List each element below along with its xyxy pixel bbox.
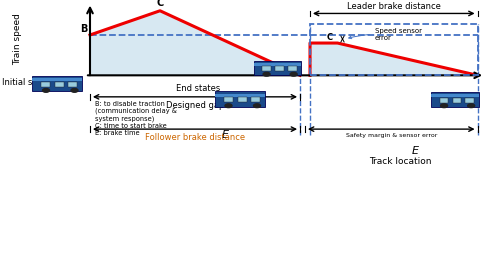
Polygon shape: [90, 11, 300, 75]
Bar: [224, 97, 233, 102]
Bar: [42, 82, 50, 87]
Circle shape: [468, 104, 474, 108]
Text: Train speed: Train speed: [13, 13, 22, 65]
Text: Safety margin & sensor error: Safety margin & sensor error: [346, 133, 437, 138]
Bar: [32, 78, 82, 81]
Text: Track location: Track location: [369, 157, 431, 166]
Circle shape: [254, 104, 260, 108]
Circle shape: [263, 72, 270, 76]
Bar: [440, 98, 448, 103]
Text: Designed gap: Designed gap: [166, 101, 224, 110]
Bar: [32, 76, 82, 91]
Polygon shape: [310, 43, 478, 75]
Text: End states: End states: [176, 84, 220, 93]
Bar: [275, 66, 283, 71]
Bar: [452, 98, 461, 103]
Bar: [288, 66, 296, 71]
Bar: [466, 98, 474, 103]
Bar: [254, 61, 301, 75]
Text: E: E: [222, 129, 228, 140]
Text: B: B: [80, 24, 88, 34]
Bar: [238, 97, 246, 102]
Circle shape: [71, 89, 78, 92]
Bar: [68, 82, 78, 87]
Circle shape: [225, 104, 232, 108]
Bar: [431, 94, 478, 97]
Text: B: to disable traction
(communication delay &
system response)
C: time to start : B: to disable traction (communication de…: [95, 101, 177, 136]
Circle shape: [290, 72, 297, 76]
Text: Follower brake distance: Follower brake distance: [145, 133, 245, 142]
Bar: [310, 24, 478, 75]
Text: Speed sensor
error: Speed sensor error: [348, 29, 422, 41]
Text: C: C: [326, 33, 332, 42]
Bar: [55, 82, 64, 87]
Bar: [431, 92, 478, 107]
Bar: [251, 97, 260, 102]
Bar: [215, 94, 265, 97]
Circle shape: [440, 104, 448, 108]
Bar: [215, 91, 265, 107]
Bar: [262, 66, 271, 71]
Text: Leader brake distance: Leader brake distance: [347, 2, 440, 11]
Text: Initial states: Initial states: [2, 78, 54, 87]
Text: E: E: [412, 146, 418, 156]
Text: C: C: [156, 0, 164, 8]
Circle shape: [42, 89, 50, 92]
Bar: [254, 63, 301, 66]
